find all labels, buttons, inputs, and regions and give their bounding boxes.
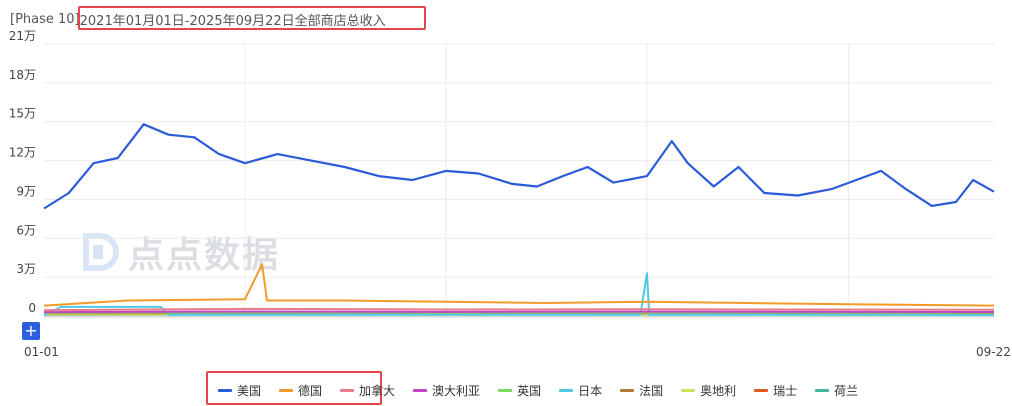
series-line-美国 bbox=[43, 123, 995, 210]
legend-label: 法国 bbox=[639, 384, 664, 398]
legend-swatch bbox=[498, 389, 513, 392]
legend-swatch bbox=[681, 389, 696, 392]
legend-highlight-box bbox=[206, 371, 382, 405]
legend-item[interactable]: 德国 bbox=[279, 382, 322, 399]
y-tick-label: 21万 bbox=[9, 29, 36, 43]
series-line-德国 bbox=[43, 263, 995, 307]
series-line-澳大利亚 bbox=[43, 310, 995, 314]
legend-label: 美国 bbox=[237, 384, 262, 398]
legend-label: 日本 bbox=[578, 384, 603, 398]
legend-swatch bbox=[620, 389, 635, 392]
zoom-in-button[interactable]: + bbox=[22, 322, 40, 340]
legend-swatch bbox=[218, 389, 232, 392]
legend-label: 德国 bbox=[298, 384, 323, 398]
legend-swatch bbox=[754, 389, 769, 392]
title-highlight-box bbox=[78, 6, 426, 30]
legend-item[interactable]: 瑞士 bbox=[754, 382, 797, 399]
watermark-logo-icon bbox=[83, 233, 119, 271]
legend-swatch bbox=[340, 389, 355, 392]
watermark: 点点数据 bbox=[78, 226, 280, 278]
y-tick-label: 3万 bbox=[16, 262, 36, 276]
legend-label: 荷兰 bbox=[834, 384, 859, 398]
x-tick-label-end: 09-22 bbox=[976, 345, 1011, 359]
legend-item[interactable]: 美国 bbox=[218, 382, 261, 399]
y-tick-label: 9万 bbox=[16, 184, 36, 198]
series-line-日本 bbox=[43, 272, 995, 317]
legend-item[interactable]: 英国 bbox=[498, 382, 541, 399]
legend-item[interactable]: 法国 bbox=[620, 382, 663, 399]
y-tick-label: 12万 bbox=[9, 146, 36, 160]
legend-swatch bbox=[413, 389, 428, 392]
legend-item[interactable]: 奥地利 bbox=[681, 382, 736, 399]
chart-header: [Phase 10] 2021年01月01日-2025年09月22日全部商店总收… bbox=[10, 8, 386, 30]
y-tick-label: 0 bbox=[28, 301, 36, 315]
legend-label: 瑞士 bbox=[773, 384, 798, 398]
legend-swatch bbox=[559, 389, 574, 392]
legend-label: 加拿大 bbox=[359, 384, 396, 398]
legend-swatch bbox=[279, 389, 294, 392]
legend-item[interactable]: 日本 bbox=[559, 382, 602, 399]
y-tick-label: 18万 bbox=[9, 68, 36, 82]
legend-label: 英国 bbox=[517, 384, 542, 398]
legend-label: 澳大利亚 bbox=[432, 384, 481, 398]
legend-item[interactable]: 加拿大 bbox=[340, 382, 395, 399]
watermark-text: 点点数据 bbox=[128, 235, 281, 276]
legend-item[interactable]: 荷兰 bbox=[815, 382, 858, 399]
legend-item[interactable]: 澳大利亚 bbox=[413, 382, 480, 399]
legend: 美国 德国 加拿大 澳大利亚 英国 日本 法国 奥地利 瑞士 荷兰 bbox=[218, 382, 876, 399]
legend-label: 奥地利 bbox=[700, 384, 737, 398]
phase-label: [Phase 10] bbox=[10, 11, 80, 27]
y-tick-label: 15万 bbox=[9, 107, 36, 121]
y-axis-labels: 0 3万 6万 9万 12万 15万 18万 21万 bbox=[9, 29, 36, 315]
y-tick-label: 6万 bbox=[16, 223, 36, 237]
series-layer bbox=[43, 123, 995, 317]
legend-swatch bbox=[815, 389, 830, 392]
x-tick-label-start: 01-01 bbox=[24, 345, 59, 359]
grid-layer bbox=[44, 43, 994, 318]
chart-title: 2021年01月01日-2025年09月22日全部商店总收入 bbox=[79, 13, 386, 29]
series-line-加拿大 bbox=[43, 307, 995, 312]
